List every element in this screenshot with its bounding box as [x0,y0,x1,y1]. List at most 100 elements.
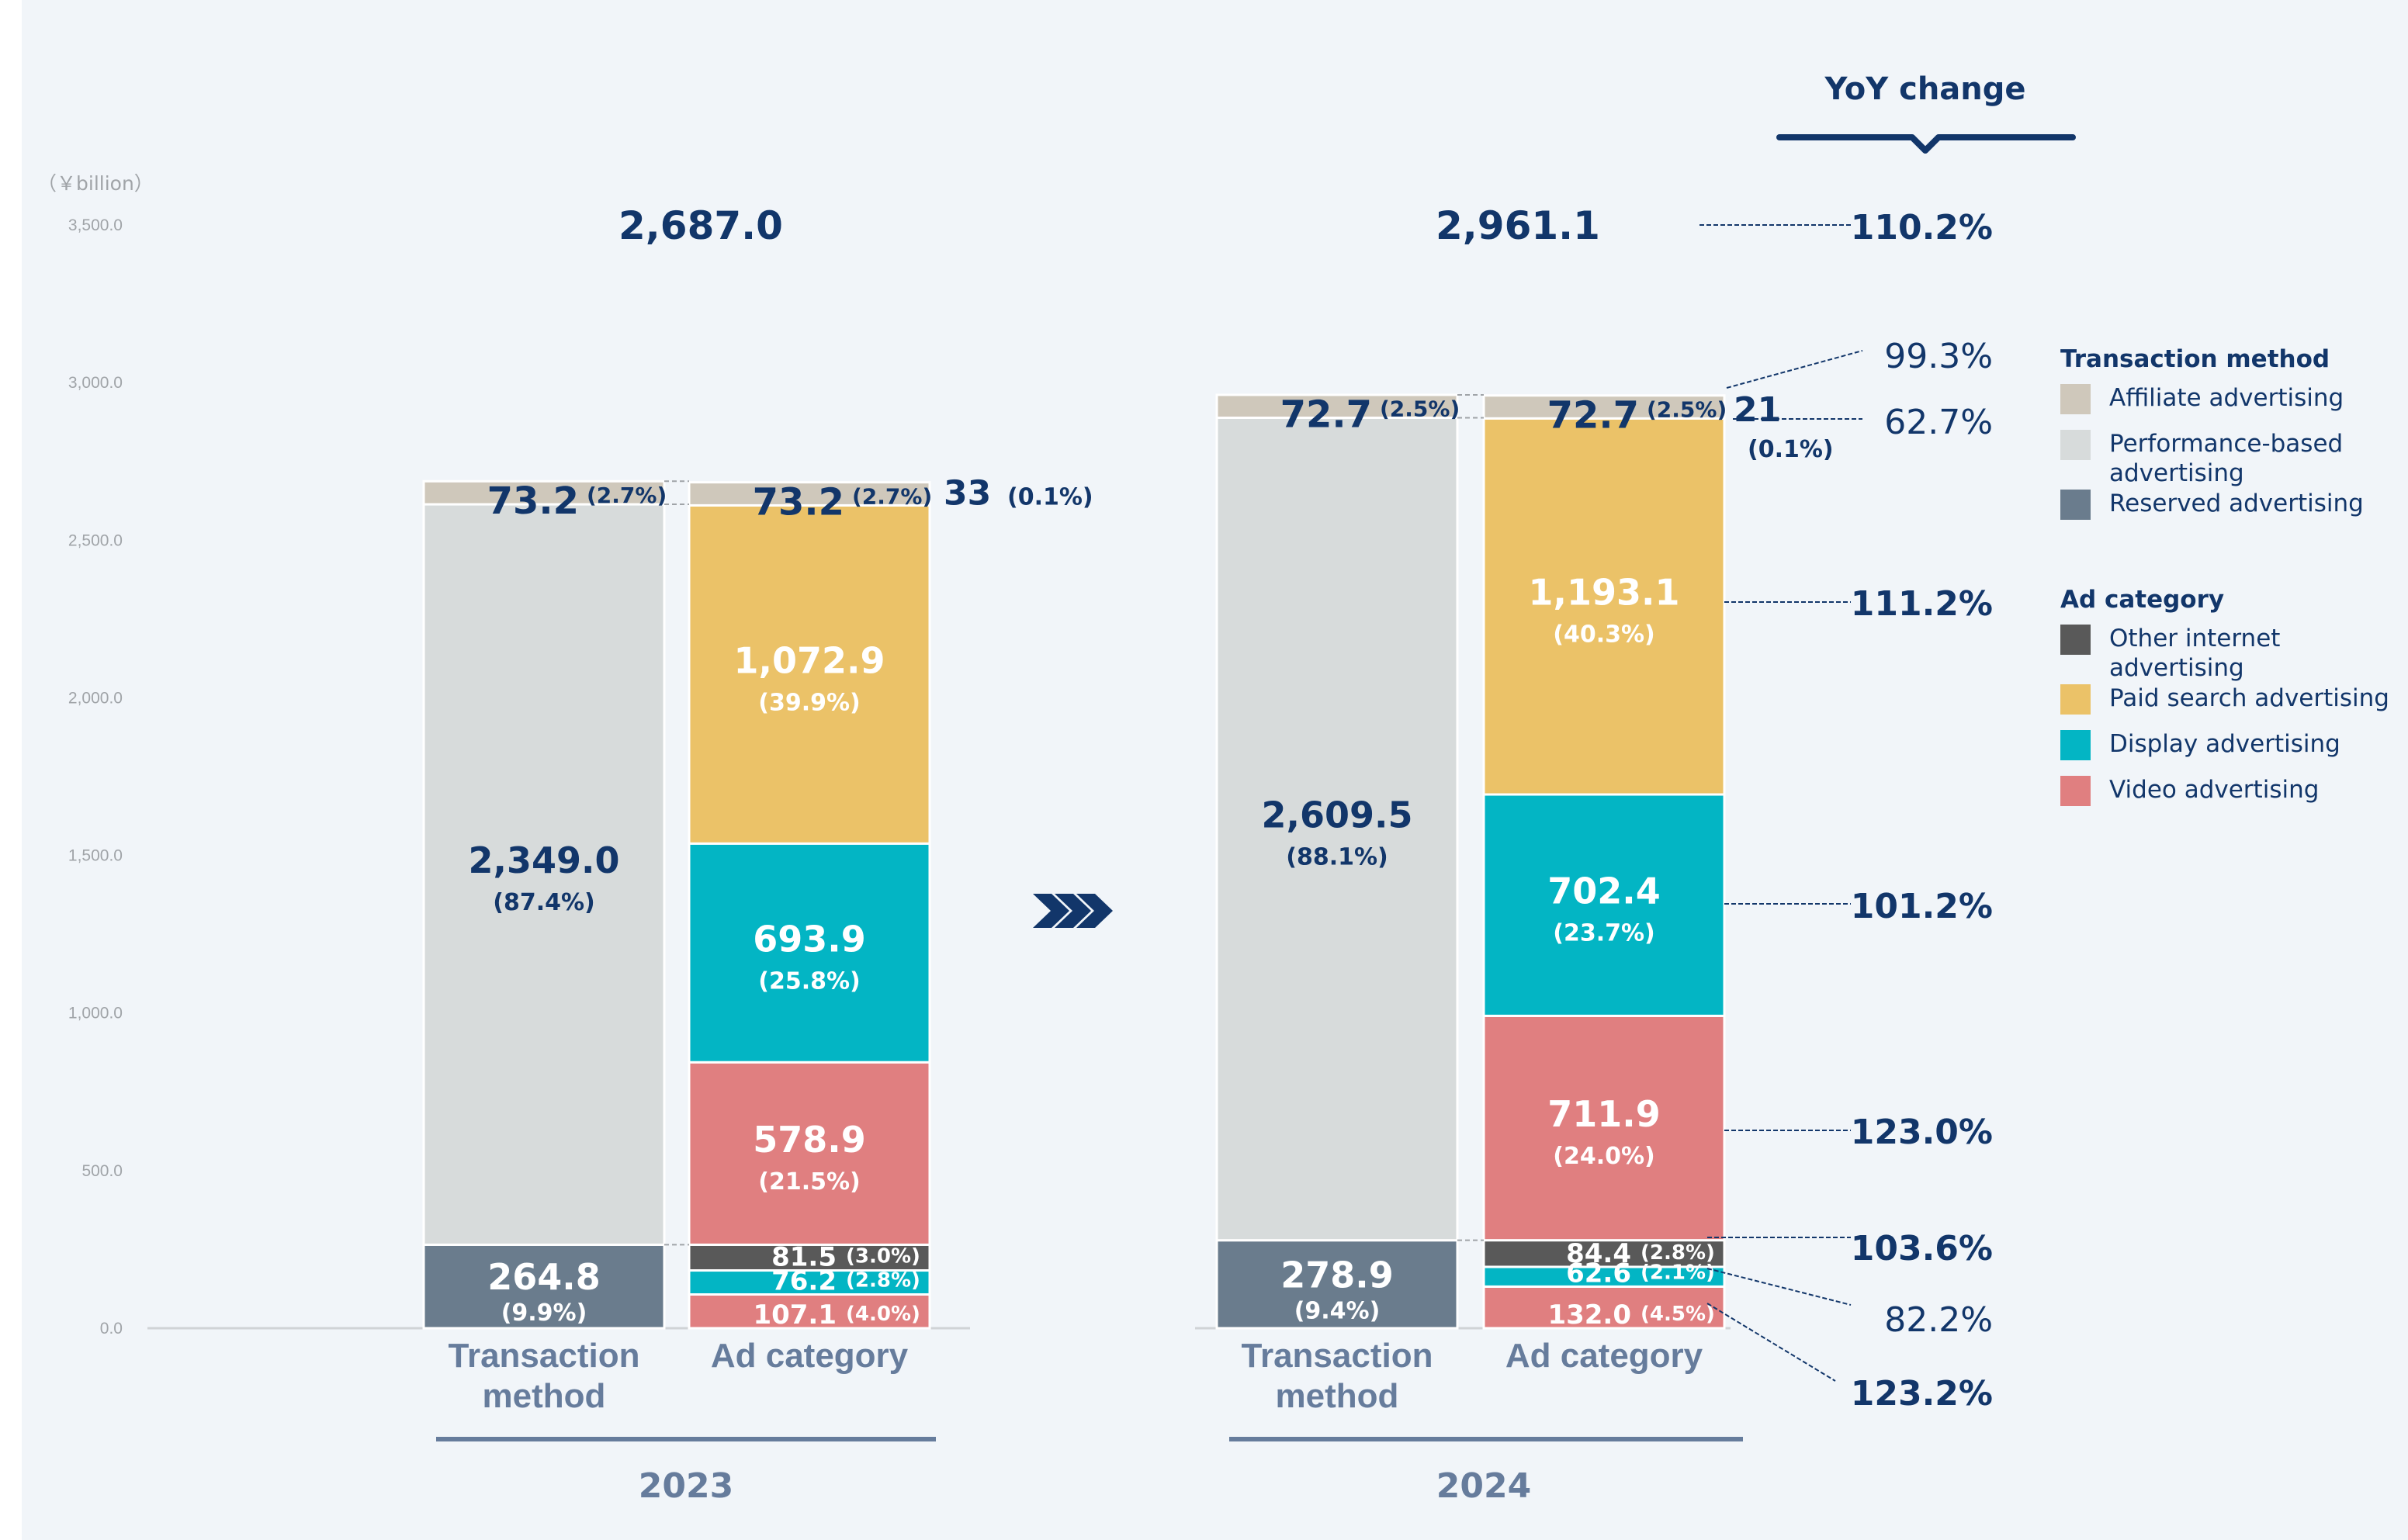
unit-label: （￥billion） [37,172,154,195]
data-label-share: (23.7%) [1553,920,1655,947]
y-tick-label: 0.0 [100,1320,123,1338]
data-label-share: (24.0%) [1553,1143,1655,1170]
data-label: 73.2 [487,479,579,523]
bar-segment-display-advertising [1482,793,1726,1017]
legend-label: Paid search advertising [2109,684,2389,712]
data-label-share: (2.7%) [587,483,667,508]
data-label: 2,609.5 [1262,794,1413,836]
group-label: method [1276,1377,1399,1415]
bar-segment-affiliate-advertising [1482,394,1726,420]
yoy-value: 103.6% [1851,1229,1993,1268]
year-label-2024: 2024 [1436,1466,1531,1506]
yoy-value: 99.3% [1884,337,1993,376]
group-label: Ad category [711,1337,909,1375]
legend-swatch [2060,430,2091,460]
y-tick-label: 2,500.0 [68,531,123,549]
yoy-value: 111.2% [1851,584,1993,624]
legend-label: advertising [2109,654,2244,682]
legend-swatch [2060,384,2091,414]
data-label-share: (88.1%) [1286,844,1388,871]
y-tick-label: 1,000.0 [68,1005,123,1023]
data-label-share: (87.4%) [493,889,595,916]
data-label-share: (9.4%) [1294,1297,1381,1324]
bar-segment-display-advertising [1482,1265,1726,1288]
data-label-share: (9.9%) [501,1299,587,1327]
bar-segment-paid-search-advertising [688,504,931,845]
legend-swatch [2060,490,2091,520]
legend-swatch [2060,684,2091,715]
connectors-layer [664,393,1485,1246]
data-label: 278.9 [1280,1254,1394,1296]
legend-label: Other internet [2109,625,2280,652]
bar-segment-performance-based-advertising [422,503,666,1246]
data-label: 21 [1734,390,1781,430]
legend-swatch [2060,730,2091,760]
legend-label: Video advertising [2109,776,2319,804]
legend-swatch [2060,776,2091,806]
bar-segment-paid-search-advertising [1482,417,1726,796]
data-label: 1,193.1 [1529,572,1680,614]
data-label-share: (2.5%) [1647,396,1727,422]
data-label-share: (21.5%) [758,1168,861,1196]
bar-segment-affiliate-advertising [1215,393,1459,419]
legend-label: Affiliate advertising [2109,384,2344,412]
data-label-share: (0.1%) [1007,483,1093,510]
yoy-title: YoY change [1824,71,2025,107]
yoy-value: 110.2% [1851,208,1993,247]
data-label: 711.9 [1547,1093,1661,1135]
yoy-leader-line [1706,1303,1836,1382]
group-label: method [483,1377,606,1415]
legend-label: Display advertising [2109,730,2340,758]
chart-background [22,0,2408,1540]
data-label-share: (2.7%) [852,483,932,509]
bar-segment-video-advertising [688,1061,931,1246]
data-label-share: (4.5%) [1641,1303,1715,1326]
data-label: 72.7 [1280,393,1372,436]
y-axis-ticks: 0.0 500.0 1,000.0 1,500.0 2,000.0 2,500.0 3,00… [68,216,123,1338]
y-tick-label: 1,500.0 [68,847,123,865]
data-label: 73.2 [753,480,844,524]
legend-label: Reserved advertising [2109,490,2364,517]
triple-chevron-icon [1033,894,1113,928]
data-label-share: (2.5%) [1380,396,1460,421]
yoy-value: 101.2% [1851,887,1993,926]
data-label: 62.6 [1566,1258,1631,1289]
legend: Transaction method Affiliate advertising P… [2060,345,2389,806]
bar-segment-performance-based-advertising [1215,416,1459,1242]
bar-segment-reserved-advertising [1215,1239,1459,1330]
yoy-value: 82.2% [1884,1300,1993,1340]
bars-layer [422,393,1726,1330]
data-label: 578.9 [753,1119,866,1161]
data-label: 702.4 [1547,870,1661,912]
bar-segment-video-advertising [688,1293,931,1330]
bar-segment-video-advertising [1482,1285,1726,1330]
data-label: 107.1 [753,1299,837,1331]
total-2024: 2,961.1 [1436,203,1600,248]
yoy-values: 110.2% 99.3% 62.7% 111.2% 101.2% 123.0% 103.6%… [1699,208,1993,1414]
y-tick-label: 500.0 [81,1162,123,1180]
data-label: 264.8 [487,1256,601,1298]
legend-title: Ad category [2060,586,2224,614]
bar-segment-display-advertising [688,842,931,1064]
data-label-share: (2.8%) [1641,1241,1715,1265]
group-label: Transaction [1242,1337,1433,1375]
data-label-share: (4.0%) [846,1303,920,1326]
data-label-share: (40.3%) [1553,621,1655,649]
data-label: 81.5 [771,1242,837,1273]
data-label-share: (2.8%) [846,1268,920,1292]
data-label: 76.2 [771,1265,837,1296]
legend-label: advertising [2109,459,2244,487]
data-label-share: (3.0%) [846,1245,920,1268]
y-tick-label: 3,000.0 [68,374,123,392]
data-label: 132.0 [1547,1299,1631,1331]
y-tick-label: 2,000.0 [68,689,123,707]
data-label-share: (39.9%) [758,689,861,716]
total-2023: 2,687.0 [618,203,783,248]
yoy-value: 123.0% [1851,1113,1993,1152]
group-label: Ad category [1505,1337,1703,1375]
yoy-value: 123.2% [1851,1374,1993,1414]
data-label: 2,349.0 [469,839,620,881]
data-label-share: (0.1%) [1748,436,1834,463]
